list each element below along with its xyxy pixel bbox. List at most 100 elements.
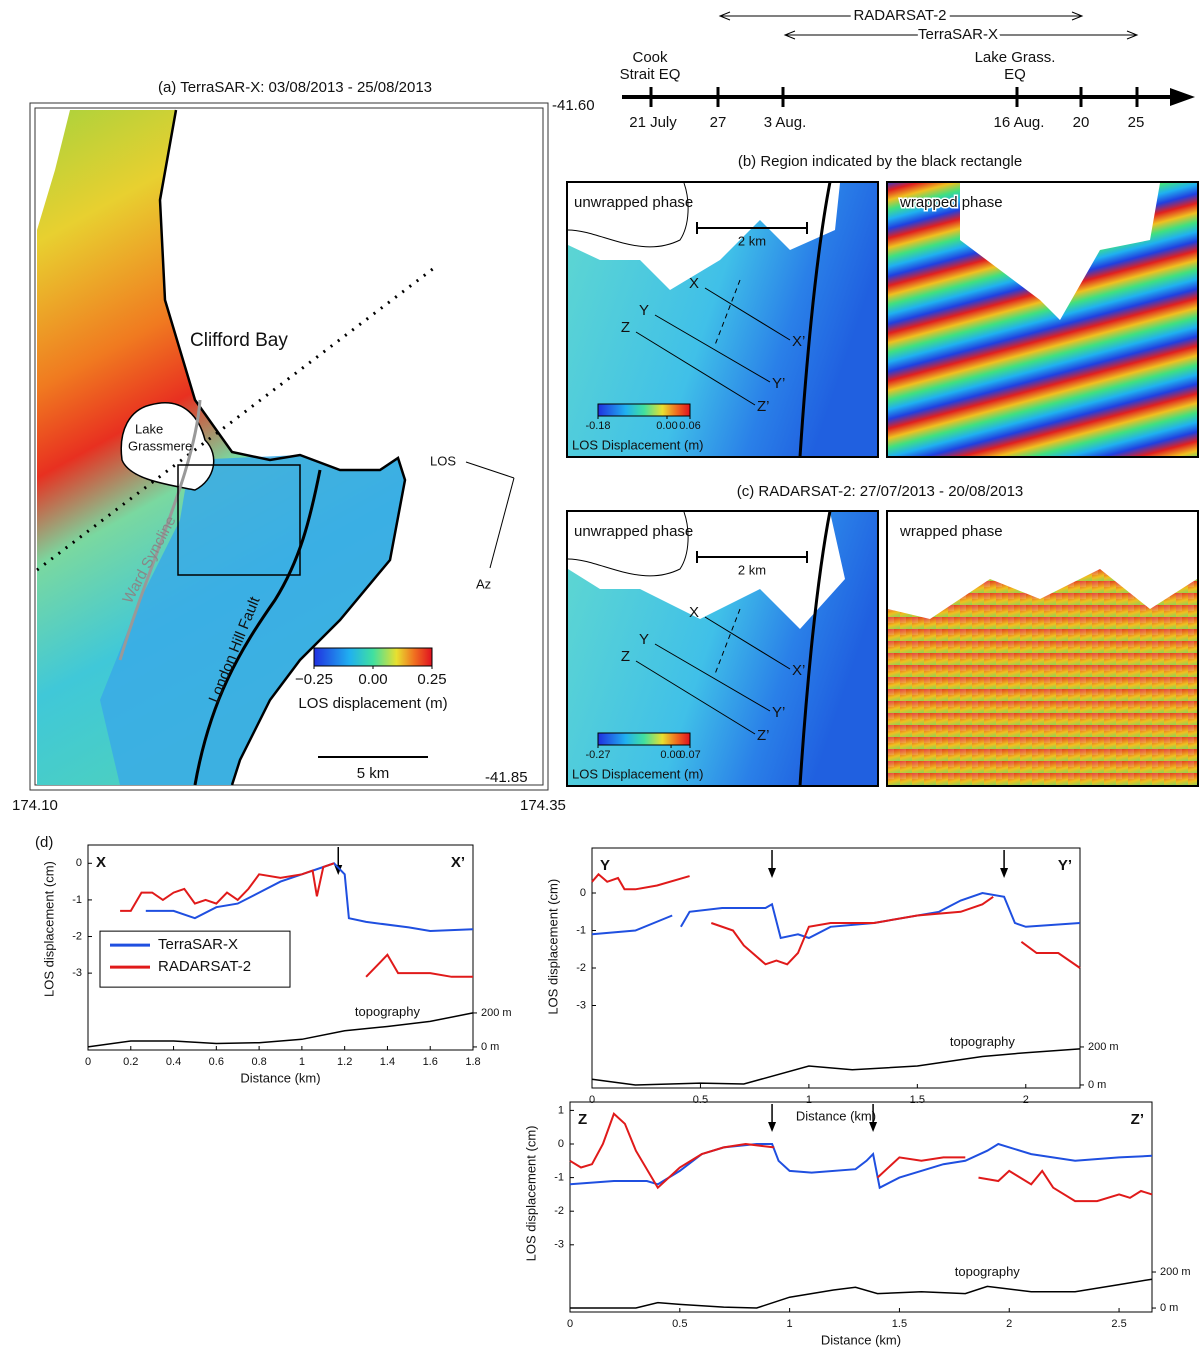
range-arrows	[718, 11, 1139, 40]
colorbar-tick-label: 0.06	[679, 420, 700, 432]
series-line	[570, 1278, 1153, 1309]
x-tick-label: 0.5	[693, 1094, 708, 1106]
y-tick-label: -3	[72, 967, 82, 979]
region-box	[177, 464, 301, 576]
colorbar-tick-label: 0.07	[679, 749, 700, 761]
white-area	[888, 512, 1197, 619]
y-tick-label: 0	[76, 857, 82, 869]
y-tick-label: 1	[558, 1104, 564, 1116]
event-label: Strait EQ	[620, 66, 681, 83]
y2-tick-label: 200 m	[1088, 1041, 1119, 1053]
x-axis-title: Distance (km)	[240, 1070, 320, 1085]
x-tick-label: 0.4	[166, 1056, 181, 1068]
colorbar	[597, 403, 691, 417]
land-east	[100, 455, 405, 785]
colorbar-tick-label: 0.00	[660, 749, 681, 761]
range-label: TerraSAR-X	[918, 26, 998, 43]
x-tick-label: 2	[1023, 1094, 1029, 1106]
y-tick-label: -1	[576, 924, 586, 936]
coord-label: -41.85	[485, 769, 528, 786]
y2-tick-label: 200 m	[481, 1007, 512, 1019]
colorbar-tick-label: 0.25	[417, 671, 446, 688]
profile-label: Z	[621, 648, 630, 665]
map-label: Lake	[135, 421, 163, 436]
scale-label: 2 km	[738, 233, 766, 248]
offset-arrowhead	[869, 1122, 878, 1132]
colorbar-label: LOS Displacement (m)	[572, 437, 703, 452]
panel-title: (a) TerraSAR-X: 03/08/2013 - 25/08/2013	[158, 79, 432, 96]
profile-label: Y’	[772, 704, 785, 721]
profile-label: Z’	[757, 398, 770, 415]
y-axis-title: LOS displacement (cm)	[523, 1125, 538, 1261]
x-tick-label: 0	[567, 1318, 573, 1330]
x-tick-label: 2.5	[1111, 1318, 1126, 1330]
date-label: 20	[1073, 114, 1090, 131]
arrow	[489, 477, 515, 569]
y-tick-label: 0	[558, 1138, 564, 1150]
coast	[567, 182, 689, 248]
timeline-ticks	[649, 87, 1139, 107]
profile-end: Y’	[1058, 857, 1072, 874]
x-tick-label: 1	[806, 1094, 812, 1106]
y-tick-label: -1	[72, 894, 82, 906]
y-tick-label: -1	[554, 1172, 564, 1184]
map-title: wrapped phase	[899, 194, 1003, 211]
offset-arrowhead	[768, 1122, 777, 1132]
event-label: Lake Grass.	[975, 49, 1056, 66]
map-label: Grassmere	[128, 438, 192, 453]
profile-label: X’	[792, 333, 805, 350]
y-tick-label: -3	[554, 1239, 564, 1251]
colorbar-label: LOS displacement (m)	[298, 695, 447, 712]
colorbar-tick-label: 0.00	[656, 420, 677, 432]
y-axis-title: LOS displacement (cm)	[545, 879, 560, 1015]
coastline	[158, 109, 407, 786]
series-label: topography	[950, 1034, 1016, 1049]
profile-label: X	[689, 275, 699, 292]
series-line	[591, 891, 1081, 940]
profile	[654, 314, 771, 383]
date-label: 3 Aug.	[764, 114, 807, 131]
x-axis-title: Distance (km)	[821, 1332, 901, 1347]
y-tick-label: -2	[576, 962, 586, 974]
series-line	[591, 1048, 1081, 1086]
fault	[193, 469, 322, 786]
event-label: Cook	[632, 49, 668, 66]
legend-label: TerraSAR-X	[158, 936, 238, 953]
x-tick-label: 1.8	[465, 1056, 480, 1068]
map-title: wrapped phase	[899, 523, 1003, 540]
panel-title: (c) RADARSAT-2: 27/07/2013 - 20/08/2013	[737, 483, 1024, 500]
y-tick-label: -2	[72, 930, 82, 942]
legend-box	[99, 930, 291, 988]
map-frame-inner	[34, 107, 544, 786]
x-tick-label: 0.8	[251, 1056, 266, 1068]
date-label: 27	[710, 114, 727, 131]
coast	[567, 511, 689, 577]
profile-start: Z	[578, 1111, 587, 1128]
profile	[635, 660, 756, 735]
profile-end: X’	[451, 854, 465, 871]
x-tick-label: 0.5	[672, 1318, 687, 1330]
legend-label: RADARSAT-2	[158, 958, 251, 975]
syncline	[118, 399, 202, 661]
plot-frame	[569, 1101, 1153, 1313]
map-label: Clifford Bay	[190, 330, 288, 351]
y-tick-label: -2	[554, 1205, 564, 1217]
series-label: topography	[355, 1004, 421, 1019]
dashed	[714, 279, 741, 346]
y-tick-label: 0	[580, 887, 586, 899]
y-axis-title: LOS displacement (cm)	[41, 861, 56, 997]
date-label: 21 July	[629, 114, 677, 131]
dashed	[714, 608, 741, 675]
map-title: unwrapped phase	[574, 194, 693, 211]
coord-label: 174.35	[520, 797, 566, 814]
x-tick-label: 1.5	[910, 1094, 925, 1106]
profile	[635, 331, 756, 406]
panel-label: (d)	[35, 834, 53, 851]
range-label: RADARSAT-2	[853, 7, 946, 24]
white-area	[960, 183, 1160, 320]
y2-tick-label: 200 m	[1160, 1266, 1191, 1278]
x-tick-label: 0.6	[209, 1056, 224, 1068]
y2-tick-label: 0 m	[481, 1041, 499, 1053]
map-frame	[29, 102, 549, 791]
